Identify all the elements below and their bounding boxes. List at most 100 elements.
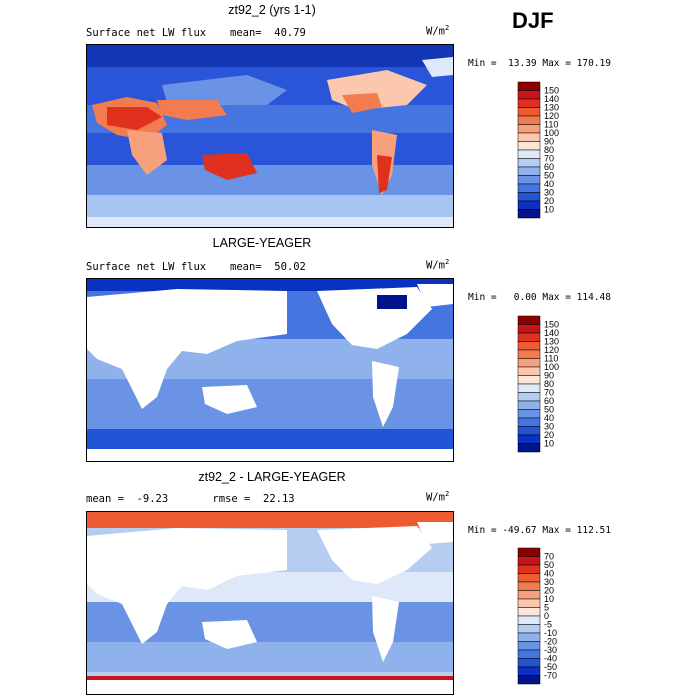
colorbar-swatch (517, 615, 541, 625)
colorbar-tick-label: 80 (544, 145, 554, 155)
colorbar-swatch (517, 366, 541, 376)
panel-1-mean: mean= 40.79 (230, 27, 306, 39)
land-antarctica (87, 680, 453, 694)
colorbar-swatch (517, 641, 541, 651)
land-greenland (422, 57, 453, 77)
colorbar-tick-label: 140 (544, 94, 559, 104)
colorbar-tick-label: 120 (544, 111, 559, 121)
colorbar-swatch (517, 166, 541, 176)
colorbar-swatch (517, 547, 541, 557)
colorbar-swatch (517, 581, 541, 591)
colorbar-swatch (517, 598, 541, 608)
colorbar-tick-label: 130 (544, 103, 559, 113)
colorbar-swatch (517, 607, 541, 617)
colorbar-swatch (517, 624, 541, 634)
panel-1-map-svg (87, 45, 453, 227)
colorbar-swatch (517, 132, 541, 142)
arctic-band (87, 512, 453, 528)
panel-1-units: W/m2 (426, 24, 450, 38)
colorbar-tick-label: 50 (544, 171, 554, 181)
colorbar-swatch (517, 107, 541, 117)
colorbar-tick-label: 30 (544, 188, 554, 198)
land-australia (202, 385, 257, 414)
land-south-america (372, 596, 399, 662)
colorbar-tick-label: 20 (544, 586, 554, 596)
colorbar-tick-label: 40 (544, 413, 554, 423)
colorbar-swatch (517, 149, 541, 159)
colorbar-tick-label: 30 (544, 422, 554, 432)
arctic-band (87, 279, 453, 291)
colorbar-tick-label: 80 (544, 379, 554, 389)
colorbar-swatch (517, 175, 541, 185)
colorbar-tick-label: 30 (544, 577, 554, 587)
colorbar-tick-label: -70 (544, 671, 557, 681)
land-eurasia-africa (87, 289, 287, 409)
colorbar-tick-label: 70 (544, 154, 554, 164)
midlat-band (87, 165, 453, 195)
panel-2-units: W/m2 (426, 258, 450, 272)
colorbar-tick-label: -10 (544, 628, 557, 638)
land-greenland (417, 522, 453, 544)
colorbar-swatch (517, 183, 541, 193)
colorbar-tick-label: 50 (544, 560, 554, 570)
colorbar-swatch (517, 658, 541, 668)
colorbar-swatch (517, 81, 541, 91)
colorbar-swatch (517, 666, 541, 676)
land-sa-south (377, 155, 392, 193)
colorbar-swatch (517, 349, 541, 359)
colorbar-swatch (517, 392, 541, 402)
colorbar-tick-label: 90 (544, 371, 554, 381)
colorbar-tick-label: 10 (544, 205, 554, 215)
colorbar-swatch (517, 434, 541, 444)
colorbar-swatch (517, 141, 541, 151)
colorbar-tick-label: 5 (544, 603, 549, 613)
colorbar-swatch (517, 192, 541, 202)
panel-3-units: W/m2 (426, 490, 450, 504)
land-middleeast (157, 100, 227, 120)
colorbar-tick-label: 100 (544, 128, 559, 138)
colorbar-tick-label: 70 (544, 552, 554, 562)
colorbar-swatch (517, 556, 541, 566)
colorbar-tick-label: -40 (544, 654, 557, 664)
colorbar-swatch (517, 332, 541, 342)
panel-1-map (86, 44, 454, 228)
colorbar-tick-label: 60 (544, 396, 554, 406)
panel-3-colorbar: 70 50 40 30 20 10 5 0 -5 -10 -20 -30 -40 -50 -70 (517, 547, 578, 688)
colorbar-tick-label: 90 (544, 137, 554, 147)
panel-2-minmax: Min = 0.00 Max = 114.48 (468, 292, 611, 303)
land-australia (202, 153, 257, 180)
panel-2-field: Surface net LW flux (86, 261, 207, 273)
colorbar-swatch (517, 158, 541, 168)
colorbar-swatch (517, 375, 541, 385)
colorbar-swatch (517, 358, 541, 368)
land-antarctica (87, 449, 453, 461)
land-eurasia (162, 75, 287, 105)
panel-2-title: LARGE-YEAGER (212, 236, 312, 250)
colorbar-swatch (517, 443, 541, 453)
colorbar-tick-label: 140 (544, 328, 559, 338)
colorbar-swatch (517, 400, 541, 410)
colorbar-swatch (517, 649, 541, 659)
panel-2-map-svg (87, 279, 453, 461)
colorbar-tick-label: 50 (544, 405, 554, 415)
colorbar-tick-label: 60 (544, 162, 554, 172)
colorbar-tick-label: 20 (544, 430, 554, 440)
colorbar-tick-label: 0 (544, 611, 549, 621)
colorbar-swatch (517, 341, 541, 351)
panel-3-stats: mean = -9.23 rmse = 22.13 (86, 493, 295, 505)
colorbar-swatch (517, 632, 541, 642)
colorbar-swatch (517, 564, 541, 574)
panel-2-mean: mean= 50.02 (230, 261, 306, 273)
land-north-america (317, 526, 432, 584)
colorbar-tick-label: 20 (544, 196, 554, 206)
panel-2-map (86, 278, 454, 462)
land-greenland (417, 284, 453, 307)
colorbar-swatch (517, 98, 541, 108)
colorbar-swatch (517, 426, 541, 436)
panel-2-colorbar: 150 140 130 120 110 100 90 80 70 60 50 40 30 20 10 (517, 315, 578, 456)
land-south-america (372, 361, 399, 427)
panel-1-minmax: Min = 13.39 Max = 170.19 (468, 58, 611, 69)
antarctic-edge (87, 676, 453, 680)
